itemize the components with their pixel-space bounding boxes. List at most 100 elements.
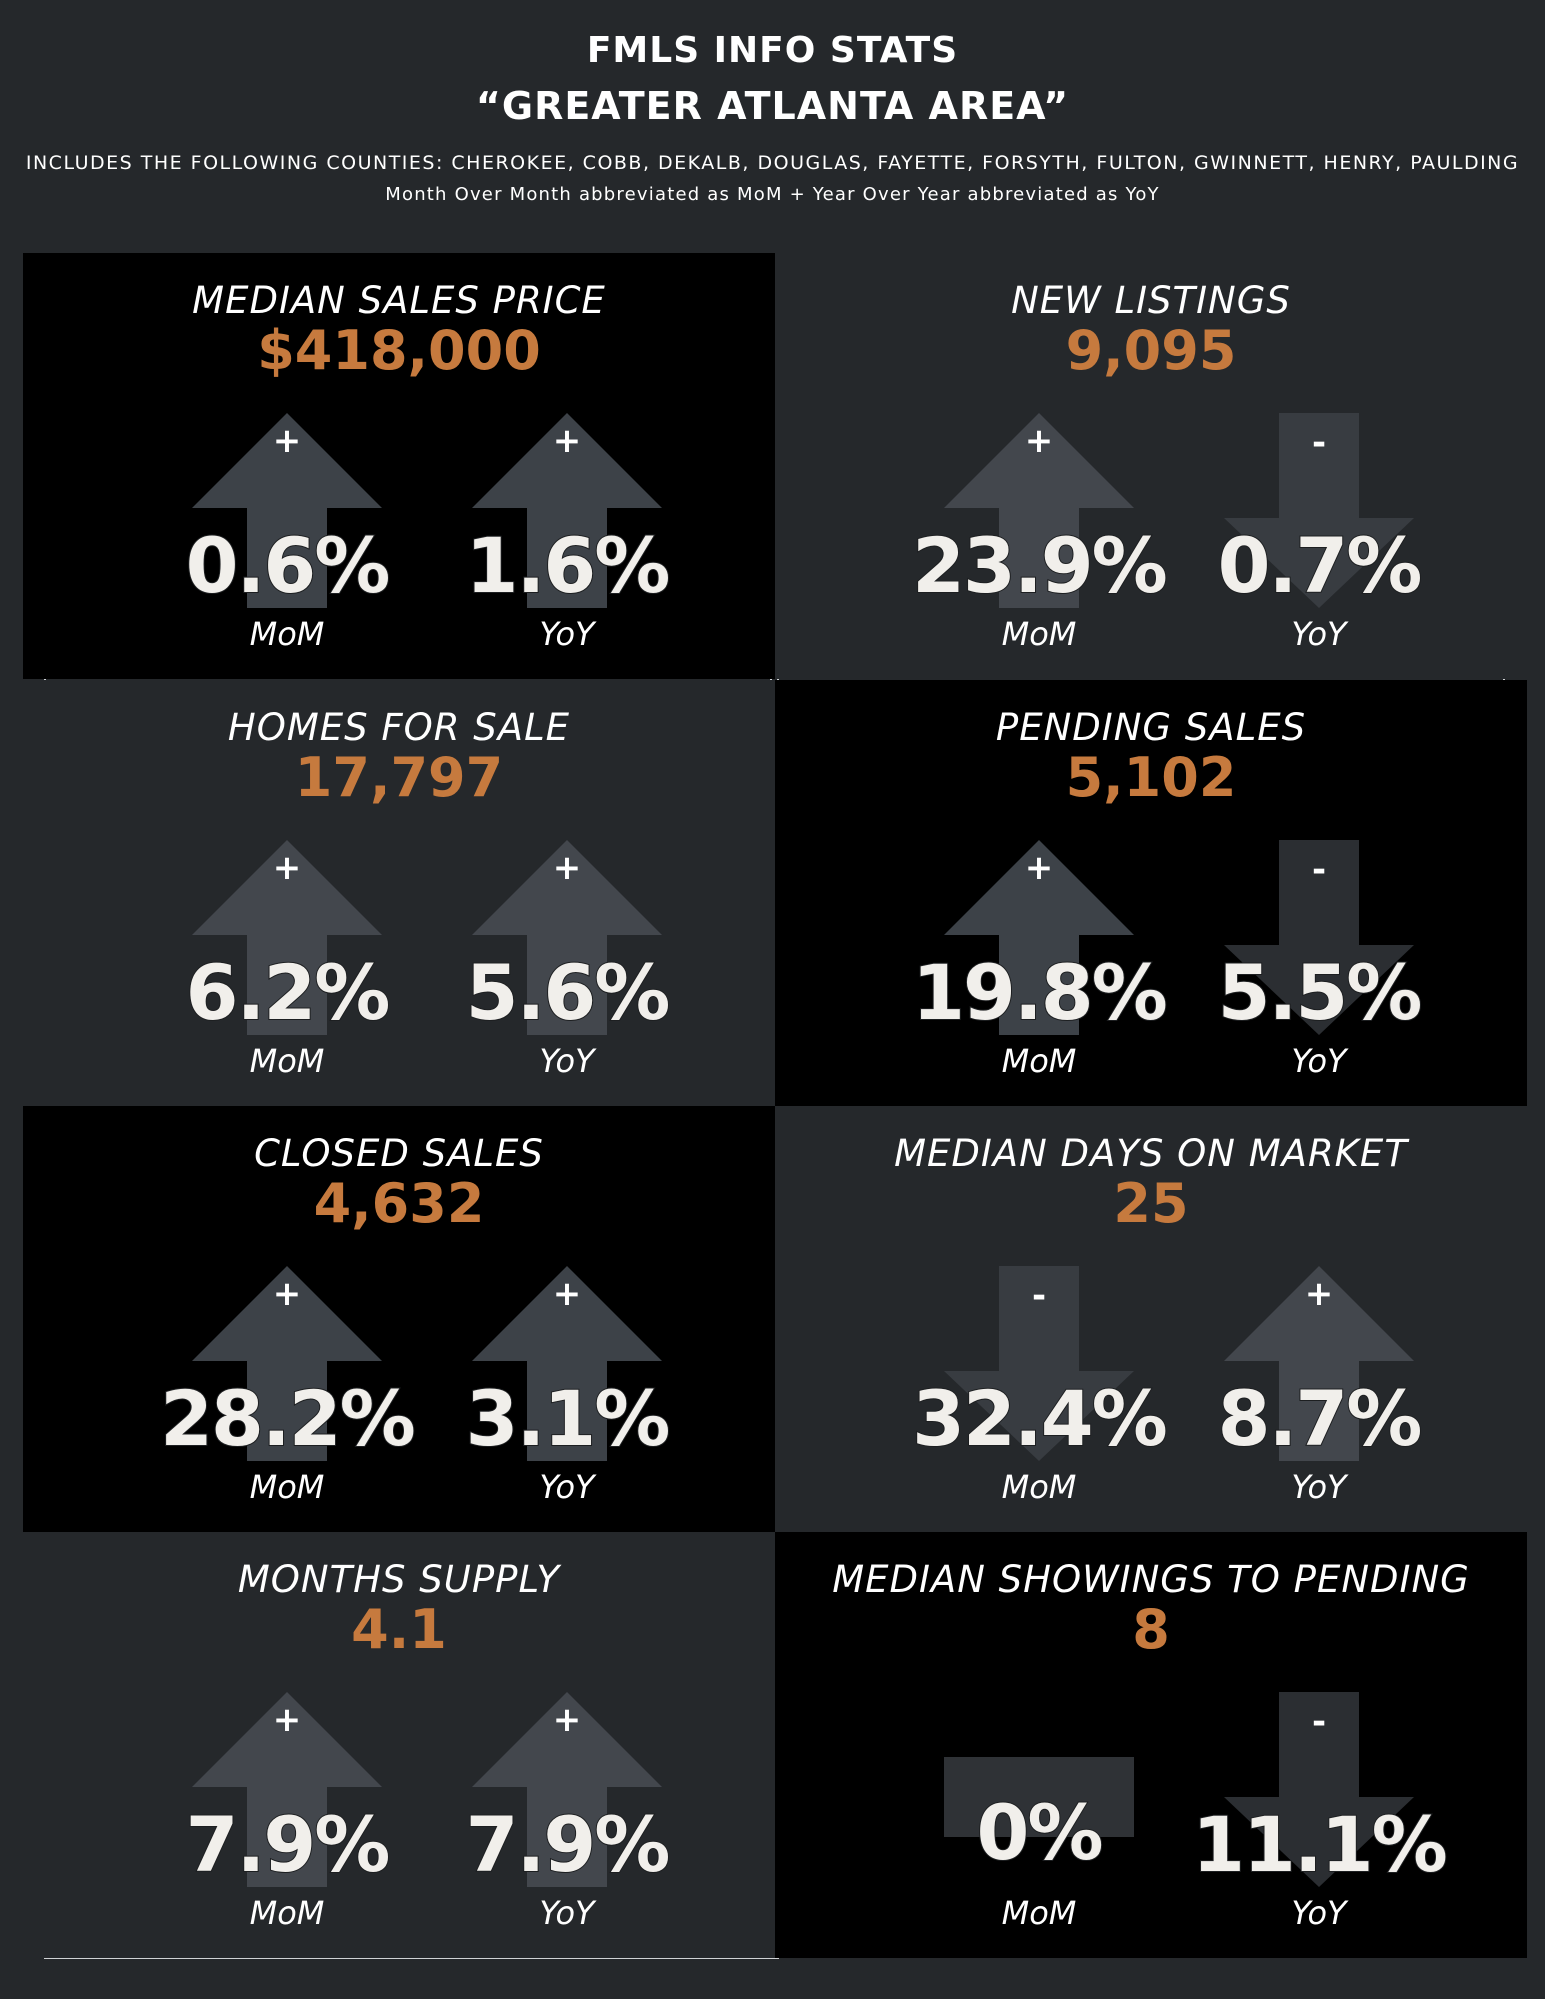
- change-sign: +: [552, 848, 582, 888]
- page-subtitle: “GREATER ATLANTA AREA”: [475, 84, 1070, 128]
- stat-value: 4.1: [351, 1598, 447, 1661]
- change-sign: -: [1031, 1276, 1047, 1316]
- change-sign: +: [1024, 421, 1054, 461]
- change-period-label: MoM: [1001, 1894, 1077, 1932]
- change-percent: 7.9%: [465, 1799, 672, 1890]
- stat-title: MEDIAN SHOWINGS TO PENDING: [832, 1558, 1470, 1601]
- yoy-stat: +7.9% YoY: [427, 1692, 707, 1942]
- stat-value: 17,797: [294, 746, 504, 809]
- up-arrow-icon: [1224, 1266, 1414, 1461]
- yoy-stat: +5.6% YoY: [427, 840, 707, 1090]
- change-percent: 32.4%: [911, 1373, 1169, 1464]
- change-percent: 0.7%: [1217, 520, 1424, 611]
- change-sign: -: [1311, 1702, 1327, 1742]
- change-sign: +: [552, 1700, 582, 1740]
- change-sign: -: [1311, 423, 1327, 463]
- change-period-label: YoY: [1291, 1468, 1347, 1506]
- stat-title: HOMES FOR SALE: [227, 706, 571, 749]
- stat-panel-closed-sales: CLOSED SALES 4,632 +28.2% MoM +3.1% YoY: [23, 1106, 775, 1532]
- up-arrow-icon: [192, 1692, 382, 1887]
- flat-bar-icon: [944, 1757, 1134, 1837]
- up-arrow-icon: [472, 1692, 662, 1887]
- stat-panel-median-showings-to-pending: MEDIAN SHOWINGS TO PENDING 8 0% MoM - 11.1% Yo…: [775, 1532, 1527, 1958]
- change-sign: +: [1304, 1274, 1334, 1314]
- change-sign: +: [272, 421, 302, 461]
- mom-stat: +7.9% MoM: [147, 1692, 427, 1942]
- up-arrow-icon: [472, 840, 662, 1035]
- up-arrow-icon: [472, 413, 662, 608]
- stat-title: MEDIAN SALES PRICE: [192, 279, 606, 322]
- change-sign: +: [272, 848, 302, 888]
- change-period-label: YoY: [539, 615, 595, 653]
- change-percent: 23.9%: [911, 520, 1169, 611]
- stat-value: 4,632: [313, 1172, 485, 1235]
- stat-title: MONTHS SUPPLY: [237, 1558, 561, 1601]
- yoy-stat: +8.7% YoY: [1179, 1266, 1459, 1516]
- change-period-label: YoY: [1291, 1042, 1347, 1080]
- change-percent: 5.5%: [1217, 947, 1424, 1038]
- yoy-stat: - 11.1% YoY: [1179, 1692, 1459, 1942]
- stat-title: PENDING SALES: [995, 706, 1307, 749]
- mom-stat: +6.2% MoM: [147, 840, 427, 1090]
- stat-panel-pending-sales: PENDING SALES 5,102 +19.8% MoM - 5.5% YoY: [775, 680, 1527, 1106]
- up-arrow-icon: [944, 840, 1134, 1035]
- counties-note: INCLUDES THE FOLLOWING COUNTIES: CHEROKE…: [25, 152, 1520, 174]
- stat-value: 9,095: [1065, 319, 1237, 382]
- change-period-label: YoY: [539, 1468, 595, 1506]
- change-percent: 7.9%: [185, 1799, 392, 1890]
- up-arrow-icon: [944, 413, 1134, 608]
- mom-stat: +19.8% MoM: [899, 840, 1179, 1090]
- change-percent: 3.1%: [465, 1373, 672, 1464]
- change-percent: 28.2%: [159, 1373, 417, 1464]
- change-period-label: MoM: [1001, 1042, 1077, 1080]
- mom-stat: +28.2% MoM: [147, 1266, 427, 1516]
- change-percent: 8.7%: [1217, 1373, 1424, 1464]
- mom-stat: 0% MoM: [899, 1692, 1179, 1942]
- change-period-label: YoY: [1291, 1894, 1347, 1932]
- change-period-label: MoM: [249, 1042, 325, 1080]
- down-arrow-icon: [944, 1266, 1134, 1461]
- change-percent: 6.2%: [185, 947, 392, 1038]
- change-percent: 19.8%: [911, 947, 1169, 1038]
- yoy-stat: - 0.7% YoY: [1179, 413, 1459, 663]
- change-sign: +: [1024, 848, 1054, 888]
- change-percent: 11.1%: [1191, 1799, 1449, 1890]
- yoy-stat: - 5.5% YoY: [1179, 840, 1459, 1090]
- up-arrow-icon: [192, 840, 382, 1035]
- change-sign: +: [272, 1274, 302, 1314]
- abbreviation-note: Month Over Month abbreviated as MoM + Ye…: [385, 184, 1160, 205]
- stat-panel-homes-for-sale: HOMES FOR SALE 17,797 +6.2% MoM +5.6% YoY: [23, 680, 775, 1106]
- change-period-label: YoY: [539, 1894, 595, 1932]
- change-period-label: MoM: [1001, 615, 1077, 653]
- up-arrow-icon: [192, 1266, 382, 1461]
- stat-title: NEW LISTINGS: [1011, 279, 1291, 322]
- change-sign: +: [552, 1274, 582, 1314]
- mom-stat: +23.9% MoM: [899, 413, 1179, 663]
- change-period-label: MoM: [249, 1894, 325, 1932]
- change-period-label: YoY: [539, 1042, 595, 1080]
- up-arrow-icon: [472, 1266, 662, 1461]
- change-sign: +: [272, 1700, 302, 1740]
- stat-title: CLOSED SALES: [254, 1132, 544, 1175]
- change-period-label: MoM: [249, 615, 325, 653]
- stat-value: 25: [1113, 1172, 1189, 1235]
- change-sign: +: [552, 421, 582, 461]
- up-arrow-icon: [192, 413, 382, 608]
- change-percent: 1.6%: [465, 520, 672, 611]
- stat-panel-new-listings: NEW LISTINGS 9,095 +23.9% MoM - 0.7% YoY: [775, 253, 1527, 679]
- stat-value: $418,000: [257, 319, 541, 382]
- change-percent: 0.6%: [185, 520, 392, 611]
- stat-panel-median-sales-price: MEDIAN SALES PRICE $418,000 +0.6% MoM +1.6% Y…: [23, 253, 775, 679]
- change-period-label: MoM: [1001, 1468, 1077, 1506]
- down-arrow-icon: [1224, 413, 1414, 608]
- stat-panel-median-days-on-market: MEDIAN DAYS ON MARKET 25 - 32.4% MoM +8.7% YoY: [775, 1106, 1527, 1532]
- change-period-label: MoM: [249, 1468, 325, 1506]
- yoy-stat: +1.6% YoY: [427, 413, 707, 663]
- change-percent: 5.6%: [465, 947, 672, 1038]
- mom-stat: - 32.4% MoM: [899, 1266, 1179, 1516]
- mom-stat: +0.6% MoM: [147, 413, 427, 663]
- stat-value: 5,102: [1065, 746, 1237, 809]
- change-percent: 0%: [975, 1787, 1104, 1878]
- yoy-stat: +3.1% YoY: [427, 1266, 707, 1516]
- page-title: FMLS INFO STATS: [586, 30, 959, 71]
